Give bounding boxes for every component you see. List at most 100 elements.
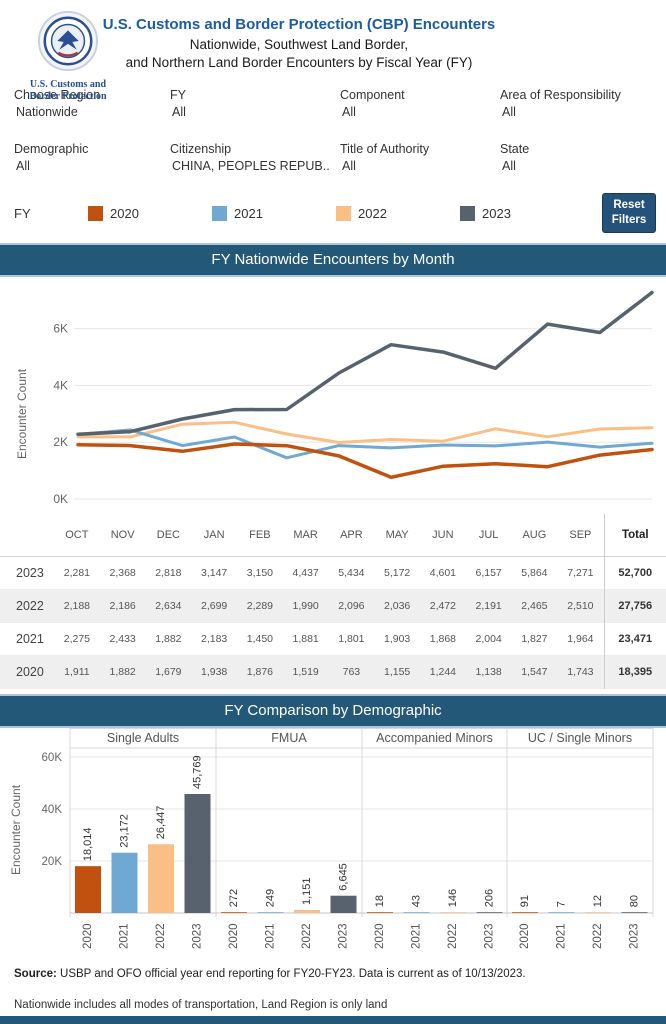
legend-year-label: 2021 (234, 205, 263, 221)
table-cell: 2,186 (109, 599, 136, 612)
table-cell: 2,096 (338, 599, 365, 612)
filter-value-demographic[interactable]: All (16, 159, 30, 173)
legend-item-2023[interactable]: 2023 (460, 205, 584, 221)
y-tick-label: 40K (42, 804, 63, 816)
y-tick-label: 60K (42, 752, 63, 764)
y-tick-label: 20K (42, 856, 63, 868)
line-2020 (76, 442, 654, 480)
bar-2020-uc-single-minors (512, 911, 538, 913)
bar-2022-uc-single-minors (585, 911, 611, 913)
table-cell: 1,938 (200, 665, 228, 678)
line-chart-title-banner: FY Nationwide Encounters by Month (0, 243, 666, 277)
table-cell: 2,004 (475, 632, 502, 645)
filter-panel: Choose Region Nationwide FY All Component All… (0, 88, 666, 173)
x-tick-label: 2020 (228, 923, 240, 949)
filter-state: State All (500, 142, 660, 173)
table-cell: 3,147 (200, 566, 228, 579)
filter-label: Area of Responsibility (500, 88, 621, 102)
x-tick-label: 2022 (301, 923, 313, 949)
filter-label: Choose Region (14, 88, 101, 102)
bar-value-label: 91 (519, 894, 531, 906)
x-tick-label: 2021 (265, 923, 277, 949)
table-row-2020: 2020 1,911 1,882 1,679 1,938 1,876 1,519 763 1,1… (0, 655, 666, 688)
table-cell: 1,881 (292, 632, 319, 645)
table-cell: 5,172 (383, 566, 411, 579)
table-cell: 2,465 (521, 599, 548, 612)
table-cell: 2,368 (109, 566, 136, 579)
bar-value-label: 45,769 (192, 755, 204, 789)
table-cell: 1,868 (429, 632, 457, 645)
bar-value-label: 43 (411, 894, 423, 906)
total-cell: 27,756 (603, 589, 666, 622)
x-tick-label: 2022 (447, 923, 459, 949)
bar-2023-fmua (330, 895, 357, 913)
legend-swatch-2021 (212, 205, 227, 221)
encounters-by-month-table: OCT NOV DEC JAN FEB MAR APR MAY JUN JUL AUG SEP Tota… (0, 514, 666, 689)
bar-2023-uc-single-minors (621, 911, 648, 913)
legend-item-2022[interactable]: 2022 (336, 205, 460, 221)
year-row-header: 2023 (16, 565, 44, 580)
fy-legend-label: FY (14, 205, 31, 221)
filter-value-fy[interactable]: All (172, 105, 186, 119)
table-cell: 1,882 (109, 665, 136, 678)
table-cell: 1,155 (383, 665, 411, 678)
panel-title-single-adults: Single Adults (107, 731, 179, 745)
panel-title-uc-single-minors: UC / Single Minors (528, 731, 632, 745)
bar-chart-title-banner: FY Comparison by Demographic (0, 693, 666, 728)
legend-item-2021[interactable]: 2021 (212, 205, 336, 221)
table-cell: 1,964 (567, 632, 594, 645)
table-cell: 5,864 (521, 566, 548, 579)
filter-value-citizenship[interactable]: CHINA, PEOPLES REPUB.. (172, 159, 330, 173)
filter-demographic: Demographic All (14, 142, 170, 173)
legend-swatch-2022 (336, 205, 351, 221)
bar-chart-svg: 20K 40K 60K Encounter Count Single Adults 18,… (9, 727, 654, 949)
table-cell: 7,271 (567, 566, 594, 579)
table-cell: 1,547 (521, 665, 548, 678)
table-cell: 1,519 (292, 665, 319, 678)
table-row-2022: 2022 2,188 2,186 2,634 2,699 2,289 1,990 2,096 2… (0, 589, 666, 622)
month-column-header: SEP (569, 528, 592, 541)
month-column-header: DEC (156, 528, 180, 541)
legend-swatch-2023 (460, 205, 475, 221)
filter-value-state[interactable]: All (502, 159, 516, 173)
bar-value-label: 206 (484, 888, 496, 906)
filter-value-area-of-responsibility[interactable]: All (502, 105, 516, 119)
bar-2023-single-adults (184, 793, 211, 913)
year-column-header (0, 514, 54, 556)
filter-value-component[interactable]: All (342, 105, 356, 119)
filter-title-of-authority: Title of Authority All (340, 142, 500, 173)
bar-2021-accompanied-minors (403, 911, 430, 913)
x-tick-label: 2022 (592, 923, 604, 949)
bar-value-label: 7 (556, 901, 568, 907)
line-2021 (76, 428, 654, 460)
filter-value-choose-region[interactable]: Nationwide (16, 105, 78, 119)
filter-value-title-of-authority[interactable]: All (342, 159, 356, 173)
table-cell: 1,903 (383, 632, 411, 645)
table-cell: 1,990 (292, 599, 319, 612)
total-cell: 18,395 (603, 655, 666, 688)
table-row-2023: 2023 2,281 2,368 2,818 3,147 3,150 4,437 5,434 5… (0, 556, 666, 589)
reset-filters-button[interactable]: Reset Filters (602, 193, 656, 233)
bar-value-label: 1,151 (301, 877, 313, 905)
table-cell: 2,699 (200, 599, 228, 612)
bar-2020-accompanied-minors (367, 911, 393, 913)
demographic-comparison-bar-chart: 20K 40K 60K Encounter Count Single Adults 18,… (0, 727, 666, 956)
bar-2021-single-adults (111, 852, 138, 913)
filter-label: Demographic (14, 142, 89, 156)
table-cell: 1,450 (246, 632, 274, 645)
y-axis-label: Encounter Count (15, 368, 29, 459)
cbp-seal-icon (37, 10, 99, 72)
month-column-header: FEB (249, 528, 271, 541)
month-column-header: APR (340, 528, 363, 541)
table-cell: 3,150 (246, 566, 274, 579)
bar-2023-accompanied-minors (476, 911, 503, 913)
title-block: U.S. Customs and Border Protection (CBP)… (0, 12, 666, 71)
line-2022 (76, 420, 654, 444)
month-column-header: JAN (203, 528, 225, 541)
bar-2021-fmua (257, 911, 284, 913)
x-tick-label: 2023 (629, 923, 641, 949)
x-tick-label: 2021 (119, 923, 131, 949)
year-row-header: 2022 (16, 598, 44, 613)
legend-item-2020[interactable]: 2020 (88, 205, 212, 221)
filter-label: Title of Authority (340, 142, 430, 156)
